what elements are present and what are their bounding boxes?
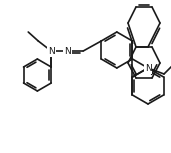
Text: N: N bbox=[145, 63, 151, 73]
Text: N: N bbox=[48, 47, 55, 56]
Text: N: N bbox=[64, 47, 71, 56]
